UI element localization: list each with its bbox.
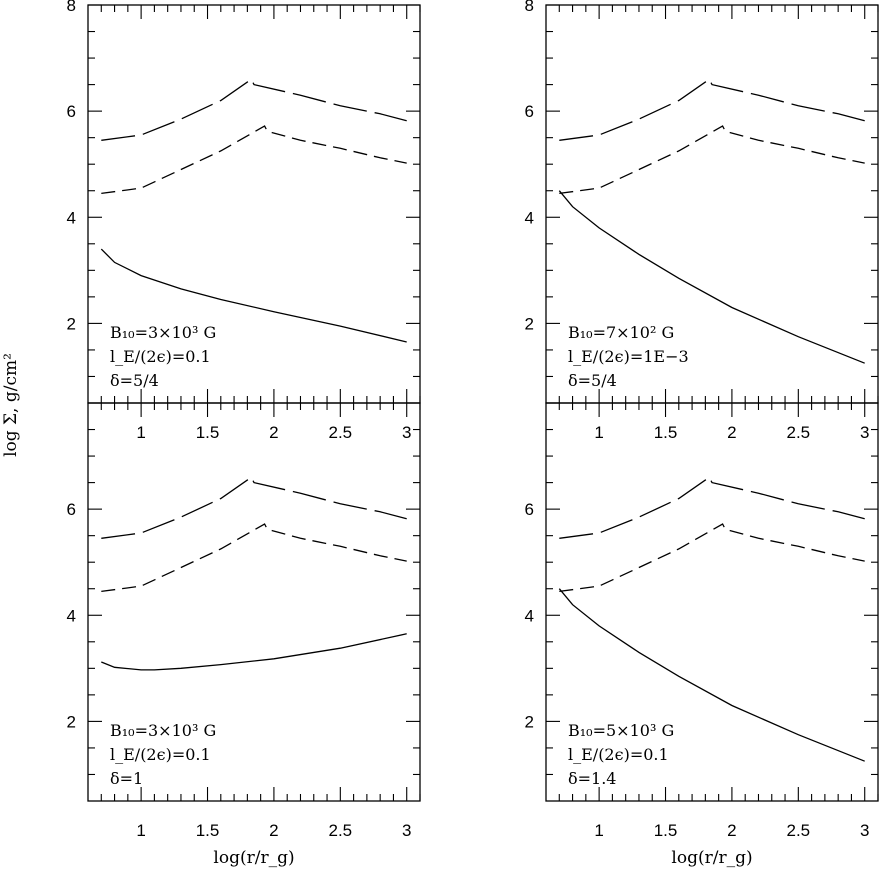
x-tick-label: 1.5 <box>654 423 678 442</box>
x-tick-label: 1 <box>594 821 603 840</box>
annotation-line: δ=5/4 <box>568 371 617 390</box>
y-tick-label: 6 <box>525 500 534 519</box>
plot-frame <box>545 402 879 802</box>
series-long-dash <box>559 78 865 141</box>
plot-frame <box>87 4 421 404</box>
x-tick-label: 1.5 <box>654 821 678 840</box>
x-axis-label: log(r/r_g) <box>213 848 294 868</box>
y-tick-label: 2 <box>67 712 76 731</box>
y-tick-label: 4 <box>67 208 76 227</box>
annotation-line: B₁₀=3×10³ G <box>110 323 216 342</box>
series-solid <box>558 588 865 762</box>
y-tick-label: 8 <box>67 0 76 15</box>
y-tick-label: 4 <box>67 606 76 625</box>
x-tick-label: 2 <box>727 423 736 442</box>
y-tick-label: 2 <box>525 314 534 333</box>
series-solid <box>101 633 407 671</box>
y-tick-label: 2 <box>525 712 534 731</box>
series-short-dash <box>559 523 865 593</box>
y-tick-label: 6 <box>67 500 76 519</box>
x-tick-label: 1.5 <box>196 423 220 442</box>
y-axis-label: log Σ, g/cm² <box>1 353 21 457</box>
x-tick-label: 2.5 <box>786 423 810 442</box>
y-tick-label: 6 <box>525 102 534 121</box>
series-short-dash <box>559 125 865 195</box>
series-short-dash <box>101 125 407 195</box>
y-tick-label: 6 <box>67 102 76 121</box>
y-tick-label: 4 <box>525 606 534 625</box>
series-long-dash <box>101 476 407 539</box>
panel-4: 2 4 6 1 1.5 2 2.5 3 log(r/r_g) B₁₀=5×10³ G l_E/(2ϵ… <box>525 402 879 868</box>
panels: 2 4 6 8 1 1.5 2 2.5 3 B₁₀=3×10³ G l_E/(2ϵ)=0.1 δ=5/… <box>67 0 879 868</box>
plot-frame <box>545 4 879 404</box>
series-solid <box>100 248 407 343</box>
annotation-line: l_E/(2ϵ)=0.1 <box>110 745 211 764</box>
plot-frame <box>87 402 421 802</box>
y-tick-label: 4 <box>525 208 534 227</box>
annotation-line: l_E/(2ϵ)=0.1 <box>568 745 669 764</box>
annotation-line: l_E/(2ϵ)=1E−3 <box>568 347 689 366</box>
x-tick-label: 2.5 <box>786 821 810 840</box>
x-tick-label: 3 <box>860 821 869 840</box>
x-tick-label: 1.5 <box>196 821 220 840</box>
x-tick-label: 2.5 <box>328 821 352 840</box>
x-tick-label: 2 <box>269 423 278 442</box>
panel-1: 2 4 6 8 1 1.5 2 2.5 3 B₁₀=3×10³ G l_E/(2ϵ)=0.1 δ=5/… <box>67 0 421 442</box>
annotation-line: B₁₀=7×10² G <box>568 323 674 342</box>
x-tick-label: 2 <box>727 821 736 840</box>
x-tick-label: 3 <box>860 423 869 442</box>
series-long-dash <box>101 78 407 141</box>
series-short-dash <box>101 523 407 593</box>
x-tick-label: 1 <box>136 821 145 840</box>
annotation-line: B₁₀=3×10³ G <box>110 721 216 740</box>
annotation-line: B₁₀=5×10³ G <box>568 721 674 740</box>
x-axis-label: log(r/r_g) <box>671 848 752 868</box>
y-tick-label: 2 <box>67 314 76 333</box>
annotation-line: l_E/(2ϵ)=0.1 <box>110 347 211 366</box>
x-tick-label: 3 <box>402 423 411 442</box>
annotation-line: δ=1.4 <box>568 769 616 788</box>
x-tick-label: 2.5 <box>328 423 352 442</box>
panel-3: 2 4 6 1 1.5 2 2.5 3 log(r/r_g) B₁₀=3×10³ G l_E/(2ϵ… <box>67 402 421 868</box>
x-tick-label: 3 <box>402 821 411 840</box>
x-tick-label: 2 <box>269 821 278 840</box>
series-solid <box>558 190 865 364</box>
y-tick-label: 8 <box>525 0 534 15</box>
panel-2: 2 4 6 8 1 1.5 2 2.5 3 B₁₀=7×10² G l_E/(2ϵ)=1E−3 δ=5… <box>525 0 879 442</box>
x-tick-label: 1 <box>136 423 145 442</box>
x-tick-label: 1 <box>594 423 603 442</box>
series-long-dash <box>559 476 865 539</box>
annotation-line: δ=5/4 <box>110 371 159 390</box>
annotation-line: δ=1 <box>110 769 143 788</box>
